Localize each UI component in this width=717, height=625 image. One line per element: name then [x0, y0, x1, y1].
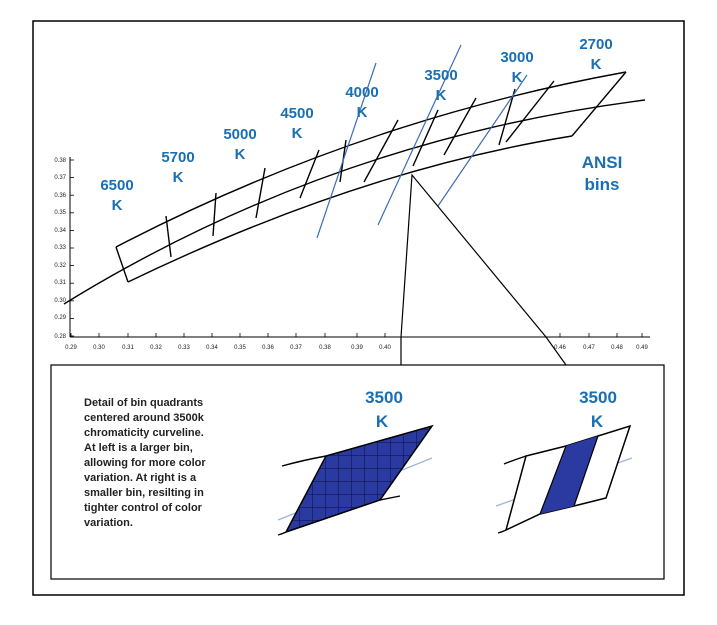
x-tick-label: 0.39 [351, 345, 363, 351]
cct-isotherm-lines [316, 44, 528, 239]
cct-unit-2700: K [591, 56, 602, 73]
y-tick-label: 0.31 [54, 280, 66, 286]
x-tick-label: 0.47 [583, 345, 595, 351]
cct-label-4500: 4500 [280, 105, 313, 122]
x-tick-label: 0.48 [611, 345, 623, 351]
small-bin-detail [495, 424, 633, 534]
x-tick-label: 0.30 [93, 345, 105, 351]
cct-unit-6500: K [112, 197, 123, 214]
y-tick-label: 0.33 [54, 245, 66, 251]
x-tick-label: 0.32 [150, 345, 162, 351]
x-tick-label: 0.40 [379, 345, 391, 351]
x-tick-label: 0.35 [234, 345, 246, 351]
y-tick-label: 0.34 [54, 228, 66, 234]
y-tick-label: 0.37 [54, 175, 66, 181]
x-tick-label: 0.38 [319, 345, 331, 351]
x-tick-label: 0.36 [262, 345, 274, 351]
plot-axes [69, 157, 650, 338]
y-tick-label: 0.30 [54, 298, 66, 304]
cct-unit-3000: K [512, 69, 523, 86]
y-tick-label: 0.36 [54, 193, 66, 199]
x-tick-label: 0.31 [122, 345, 134, 351]
x-tick-label: 0.46 [554, 345, 566, 351]
detail-left-unit: K [376, 412, 389, 431]
callout-lines [400, 173, 567, 366]
ansi-label-line1: ANSI [582, 153, 623, 172]
detail-right-label: 3500 [579, 388, 617, 407]
y-tick-labels: 0.38 0.37 0.36 0.35 0.34 0.33 0.32 0.31 … [54, 158, 66, 340]
x-tick-label: 0.49 [636, 345, 648, 351]
x-tick-labels: 0.29 0.30 0.31 0.32 0.33 0.34 0.35 0.36 … [65, 345, 648, 351]
cct-unit-3500: K [436, 87, 447, 104]
ansi-label-line2: bins [585, 175, 620, 194]
cct-label-5000: 5000 [223, 126, 256, 143]
x-tick-label: 0.33 [178, 345, 190, 351]
cct-unit-4500: K [292, 125, 303, 142]
cct-label-5700: 5700 [161, 149, 194, 166]
detail-left-label: 3500 [365, 388, 403, 407]
cct-label-6500: 6500 [100, 177, 133, 194]
y-tick-label: 0.28 [54, 334, 66, 340]
x-tick-label: 0.34 [206, 345, 218, 351]
cct-unit-5000: K [235, 146, 246, 163]
cct-labels: 6500 K 5700 K 5000 K 4500 K 4000 K 3500 … [100, 36, 612, 214]
cct-label-2700: 2700 [579, 36, 612, 53]
x-tick-label: 0.37 [290, 345, 302, 351]
cct-label-4000: 4000 [345, 84, 378, 101]
detail-right-unit: K [591, 412, 604, 431]
cct-unit-5700: K [173, 169, 184, 186]
y-tick-label: 0.29 [54, 315, 66, 321]
cct-unit-4000: K [357, 104, 368, 121]
y-tick-label: 0.38 [54, 158, 66, 164]
y-tick-label: 0.35 [54, 210, 66, 216]
y-tick-label: 0.32 [54, 263, 66, 269]
cct-label-3000: 3000 [500, 49, 533, 66]
large-bin-detail [277, 424, 434, 536]
detail-description: Detail of bin quadrants centered around … [84, 397, 206, 529]
cct-label-3500: 3500 [424, 67, 457, 84]
x-tick-label: 0.29 [65, 345, 77, 351]
